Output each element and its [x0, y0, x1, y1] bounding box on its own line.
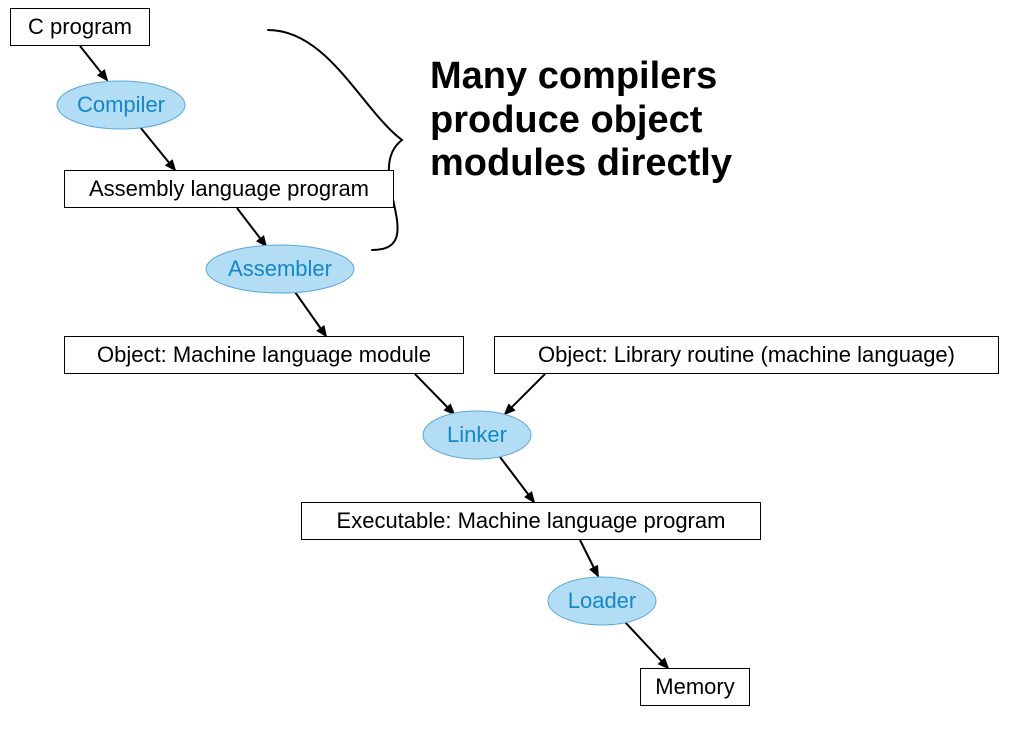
- node-label: Memory: [655, 674, 734, 700]
- node-linker: Linker: [422, 410, 532, 460]
- node-assembler: Assembler: [205, 244, 355, 294]
- node-object-library: Object: Library routine (machine languag…: [494, 336, 999, 374]
- node-c-program: C program: [10, 8, 150, 46]
- node-loader: Loader: [547, 576, 657, 626]
- node-memory: Memory: [640, 668, 750, 706]
- node-label: C program: [28, 14, 132, 40]
- annotation-line: produce object: [430, 99, 732, 143]
- node-assembly-program: Assembly language program: [64, 170, 394, 208]
- annotation-line: modules directly: [430, 142, 732, 186]
- node-label: Object: Machine language module: [97, 342, 431, 368]
- node-label: Object: Library routine (machine languag…: [538, 342, 955, 368]
- node-executable: Executable: Machine language program: [301, 502, 761, 540]
- annotation-text: Many compilers produce object modules di…: [430, 55, 732, 186]
- diagram-stage: C program Assembly language program Obje…: [0, 0, 1024, 751]
- annotation-line: Many compilers: [430, 55, 732, 99]
- node-object-module: Object: Machine language module: [64, 336, 464, 374]
- node-label: Assembly language program: [89, 176, 369, 202]
- node-label: Executable: Machine language program: [337, 508, 726, 534]
- node-compiler: Compiler: [56, 80, 186, 130]
